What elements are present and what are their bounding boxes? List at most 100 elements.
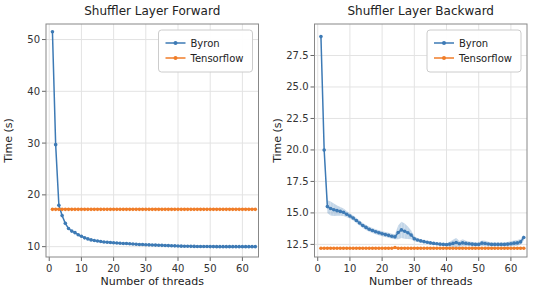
grid-line bbox=[113, 24, 114, 257]
point bbox=[170, 208, 174, 212]
point bbox=[448, 242, 452, 246]
tick bbox=[242, 257, 243, 261]
point bbox=[396, 246, 400, 250]
point bbox=[128, 242, 132, 246]
point bbox=[377, 246, 381, 250]
point bbox=[202, 245, 206, 249]
point bbox=[519, 246, 523, 250]
point bbox=[192, 245, 196, 249]
tick-label: 22.5 bbox=[286, 113, 308, 124]
point bbox=[522, 236, 526, 240]
point bbox=[429, 241, 433, 245]
point bbox=[406, 231, 410, 235]
point bbox=[57, 208, 61, 212]
point bbox=[454, 241, 458, 245]
point bbox=[105, 240, 109, 244]
point bbox=[345, 246, 349, 250]
point bbox=[109, 208, 113, 212]
tick bbox=[311, 118, 315, 119]
point bbox=[422, 240, 426, 244]
tick bbox=[49, 257, 50, 261]
legend-entry: Byron bbox=[459, 38, 488, 49]
point bbox=[241, 245, 245, 249]
point bbox=[496, 246, 500, 250]
point bbox=[118, 241, 122, 245]
point bbox=[483, 246, 487, 250]
point bbox=[361, 224, 365, 228]
point bbox=[60, 214, 64, 218]
point bbox=[51, 208, 55, 212]
tick bbox=[311, 86, 315, 87]
point bbox=[387, 246, 391, 250]
tick-label: 0 bbox=[315, 263, 321, 274]
point bbox=[154, 243, 158, 247]
point bbox=[464, 246, 468, 250]
point bbox=[432, 246, 436, 250]
point bbox=[205, 245, 209, 249]
point bbox=[202, 208, 206, 212]
point bbox=[76, 233, 80, 237]
tick bbox=[446, 257, 447, 261]
point bbox=[157, 208, 161, 212]
point bbox=[400, 246, 404, 250]
point bbox=[480, 246, 484, 250]
point bbox=[57, 203, 61, 207]
tick bbox=[311, 149, 315, 150]
point bbox=[141, 243, 145, 247]
point bbox=[92, 239, 96, 243]
tick bbox=[42, 194, 46, 195]
point bbox=[496, 243, 500, 247]
point bbox=[380, 246, 384, 250]
legend-box bbox=[159, 30, 253, 72]
tick bbox=[113, 257, 114, 261]
std-band bbox=[52, 30, 255, 247]
tick-label: 27.5 bbox=[286, 50, 308, 61]
point bbox=[147, 243, 151, 247]
point bbox=[358, 221, 362, 225]
point bbox=[393, 246, 397, 250]
tick bbox=[311, 244, 315, 245]
legend: ByronTensorflow bbox=[159, 30, 253, 72]
tick-label: 10 bbox=[75, 263, 88, 274]
point bbox=[183, 208, 187, 212]
legend-swatch-marker bbox=[174, 56, 178, 60]
point bbox=[112, 208, 116, 212]
point bbox=[215, 245, 219, 249]
point bbox=[73, 208, 77, 212]
point bbox=[451, 246, 455, 250]
point bbox=[179, 208, 183, 212]
point bbox=[364, 226, 368, 230]
point bbox=[125, 208, 129, 212]
point bbox=[121, 208, 125, 212]
legend-entry: Tensorflow bbox=[458, 53, 512, 64]
tick bbox=[414, 257, 415, 261]
point bbox=[218, 208, 222, 212]
grid-line bbox=[414, 24, 415, 257]
point bbox=[490, 243, 494, 247]
point bbox=[400, 228, 404, 232]
point bbox=[416, 238, 420, 242]
point bbox=[348, 246, 352, 250]
point bbox=[247, 208, 251, 212]
tick-label: 25.0 bbox=[286, 81, 308, 92]
tick-label: 20 bbox=[27, 189, 40, 200]
point bbox=[167, 208, 171, 212]
tick bbox=[478, 257, 479, 261]
point bbox=[147, 208, 151, 212]
point bbox=[499, 243, 503, 247]
point bbox=[329, 246, 333, 250]
tick-label: 50 bbox=[472, 263, 485, 274]
tick bbox=[42, 39, 46, 40]
point bbox=[348, 214, 352, 218]
point bbox=[396, 231, 400, 235]
legend: Byron Tensorflow bbox=[427, 30, 521, 72]
point bbox=[86, 237, 90, 241]
point bbox=[225, 245, 229, 249]
tick bbox=[311, 181, 315, 182]
tick bbox=[382, 257, 383, 261]
point bbox=[367, 227, 371, 231]
point bbox=[121, 242, 125, 246]
point bbox=[141, 208, 145, 212]
point bbox=[241, 208, 245, 212]
point bbox=[253, 245, 257, 249]
